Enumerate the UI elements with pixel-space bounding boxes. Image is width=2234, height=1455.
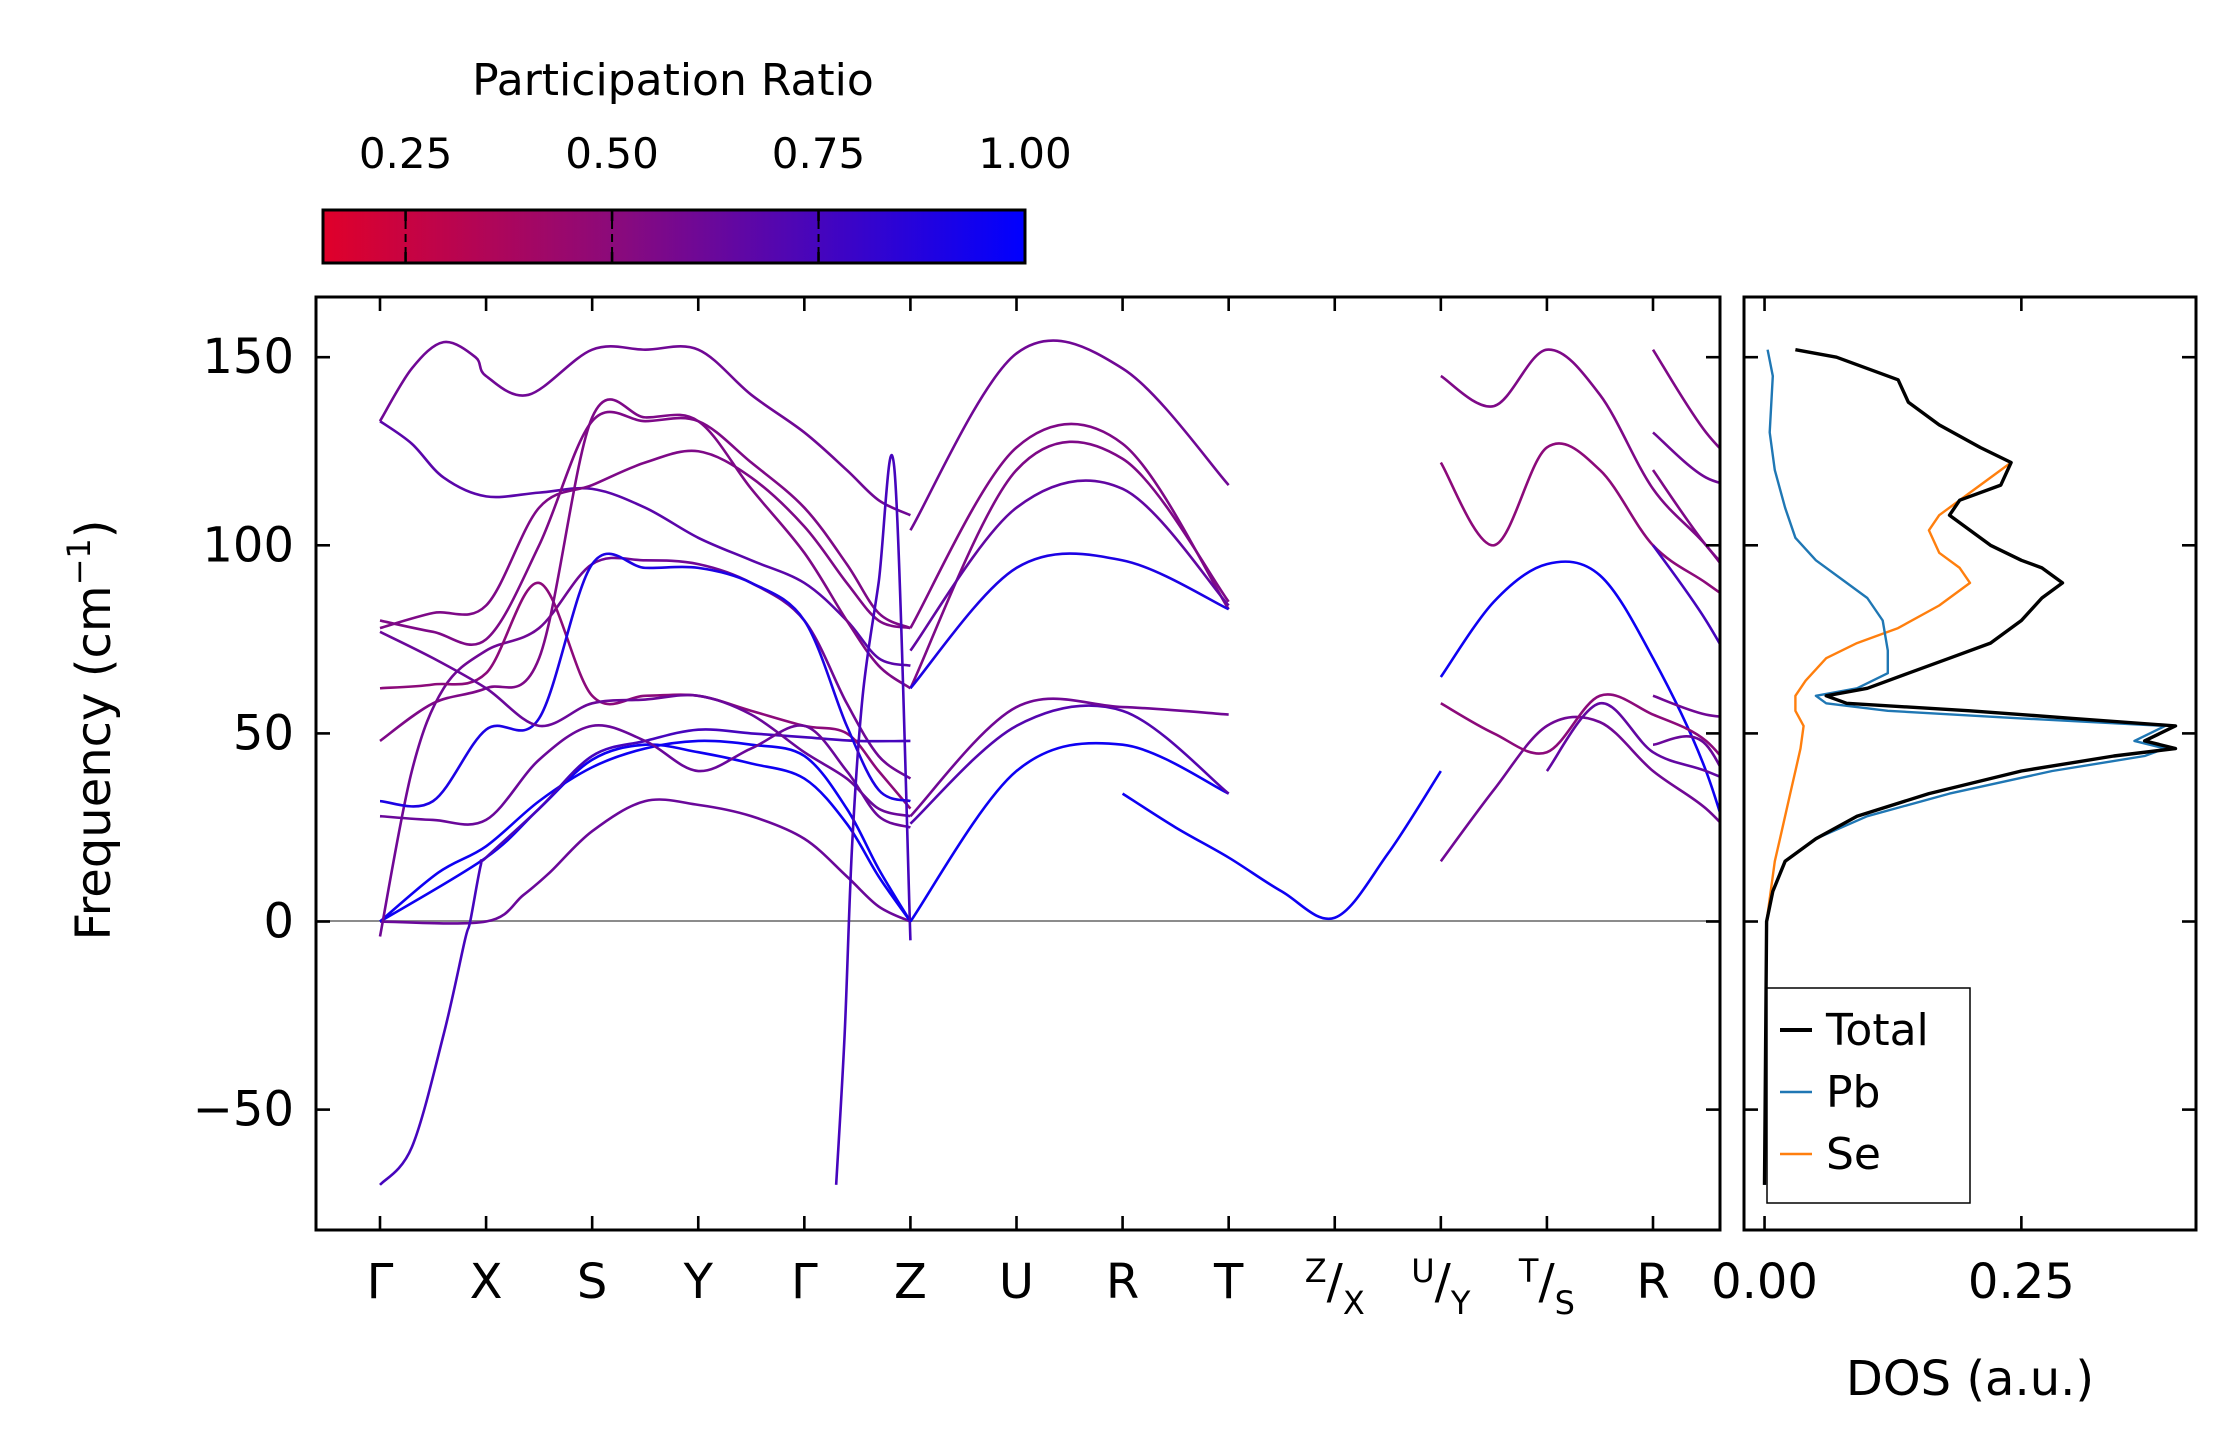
legend-label: Total — [1825, 1005, 1929, 1056]
colorbar-tick-label: 0.25 — [359, 129, 453, 178]
y-axis-ticks: −50 0 50 100 150 — [193, 329, 1720, 1138]
dos-panel-frame — [1742, 295, 2198, 1232]
phonon-band — [909, 552, 1230, 690]
kpoint-label: T — [1213, 1254, 1244, 1310]
kpoint-label-post: X — [1343, 1284, 1365, 1322]
phonon-band — [379, 410, 911, 646]
phonon-band — [379, 449, 911, 630]
kpoint-label: S — [577, 1254, 607, 1310]
kpoint-label: U/Y — [1411, 1252, 1471, 1322]
kpoint-label: X — [470, 1254, 503, 1310]
colorbar-tick-label: 0.75 — [772, 129, 866, 178]
dos-x-tick-label: 0.00 — [1711, 1254, 1818, 1310]
dos-series-total — [1762, 348, 2178, 1185]
dos-x-tick-label: 0.25 — [1968, 1254, 2075, 1310]
phonon-band — [379, 739, 912, 923]
phonon-band — [909, 339, 1230, 531]
y-axis-label-superscript: −1 — [60, 538, 98, 585]
legend-entries: Total Pb Se — [1780, 1005, 1929, 1180]
kpoint-label-slash: / — [1327, 1254, 1344, 1310]
phonon-band — [834, 453, 912, 1185]
band-panel-frame — [314, 295, 1722, 1232]
y-axis-label-main: Frequency (cm — [66, 585, 122, 940]
dos-x-axis-label: DOS (a.u.) — [1846, 1351, 2094, 1407]
y-axis-label-close: ) — [66, 519, 122, 538]
dos-legend: Total Pb Se — [1766, 987, 1971, 1204]
y-tick-label: 0 — [263, 894, 294, 950]
kpoint-label: R — [1636, 1254, 1669, 1310]
y-tick-label: 50 — [233, 705, 294, 761]
kpath-ticks: Γ X S Y Γ Z U R T Z/XU/YT/S R — [367, 297, 1670, 1322]
phonon-band — [1652, 431, 1720, 485]
phonon-band — [1652, 694, 1720, 718]
phonon-band — [1440, 693, 1720, 758]
kpoint-label-slash: / — [1435, 1254, 1452, 1310]
dos-panel: 0.00 0.25 DOS (a.u.) Total Pb Se — [1711, 295, 2198, 1407]
phonon-band — [379, 552, 911, 808]
kpoint-label-pre: Z — [1305, 1252, 1327, 1290]
phonon-band — [1651, 348, 1720, 451]
phonon-band — [379, 398, 912, 742]
phonon-band — [909, 704, 1230, 825]
colorbar-tick-label: 0.50 — [565, 129, 659, 178]
y-tick-label: 150 — [202, 329, 294, 385]
phonon-band — [909, 440, 1230, 689]
kpoint-label-pre: T — [1518, 1252, 1539, 1290]
kpoint-label-post: Y — [1450, 1284, 1471, 1322]
y-axis-label: Frequency (cm−1) — [60, 519, 122, 940]
colorbar-label: Participation Ratio — [472, 55, 874, 106]
phonon-band — [379, 630, 911, 818]
legend-label: Se — [1826, 1129, 1881, 1180]
kpoint-label: Y — [683, 1254, 714, 1310]
kpoint-label-slash: / — [1538, 1254, 1555, 1310]
phonon-band — [1121, 770, 1442, 921]
phonon-band — [909, 741, 1230, 923]
phonon-band — [1439, 715, 1720, 863]
phonon-band — [1652, 735, 1720, 770]
phonon-band — [1651, 544, 1720, 647]
phonon-band — [379, 743, 912, 923]
phonon-bands — [378, 339, 1720, 1186]
colorbar-tick-label: 1.00 — [978, 129, 1072, 178]
phonon-band — [909, 479, 1230, 652]
kpoint-label: Z/X — [1305, 1252, 1365, 1322]
colorbar-ticks — [404, 210, 820, 263]
colorbar-gradient — [321, 208, 1027, 265]
phonon-band — [378, 340, 911, 517]
kpoint-label: R — [1106, 1254, 1139, 1310]
phonon-band — [909, 422, 1230, 629]
dos-axis-ticks: 0.00 0.25 — [1711, 297, 2196, 1310]
legend-box — [1766, 987, 1971, 1204]
y-tick-label: −50 — [193, 1082, 294, 1138]
y-tick-label: 100 — [202, 517, 294, 573]
kpoint-label-pre: U — [1411, 1252, 1434, 1290]
kpoint-label: T/S — [1518, 1252, 1575, 1322]
phonon-band — [1439, 560, 1720, 817]
phonon-band — [379, 581, 912, 810]
phonon-band — [379, 798, 911, 925]
dos-series-pb — [1763, 349, 2167, 1185]
phonon-band — [909, 697, 1229, 818]
colorbar-tick-labels: 0.25 0.50 0.75 1.00 — [359, 129, 1072, 178]
phonon-band — [1545, 701, 1720, 779]
kpoint-label: U — [999, 1254, 1034, 1310]
colorbar: Participation Ratio 0.25 0.50 0.75 1.00 — [321, 55, 1072, 265]
legend-label: Pb — [1826, 1067, 1880, 1118]
kpoint-label: Z — [894, 1254, 927, 1310]
dos-curves — [1762, 348, 2178, 1185]
phonon-band — [379, 724, 911, 829]
kpoint-label-post: S — [1555, 1284, 1575, 1322]
kpoint-label: Γ — [791, 1254, 818, 1310]
kpoint-label: Γ — [367, 1254, 394, 1310]
phonon-band — [378, 556, 912, 937]
phonon-band — [379, 728, 911, 1186]
phonon-band — [1439, 442, 1720, 595]
